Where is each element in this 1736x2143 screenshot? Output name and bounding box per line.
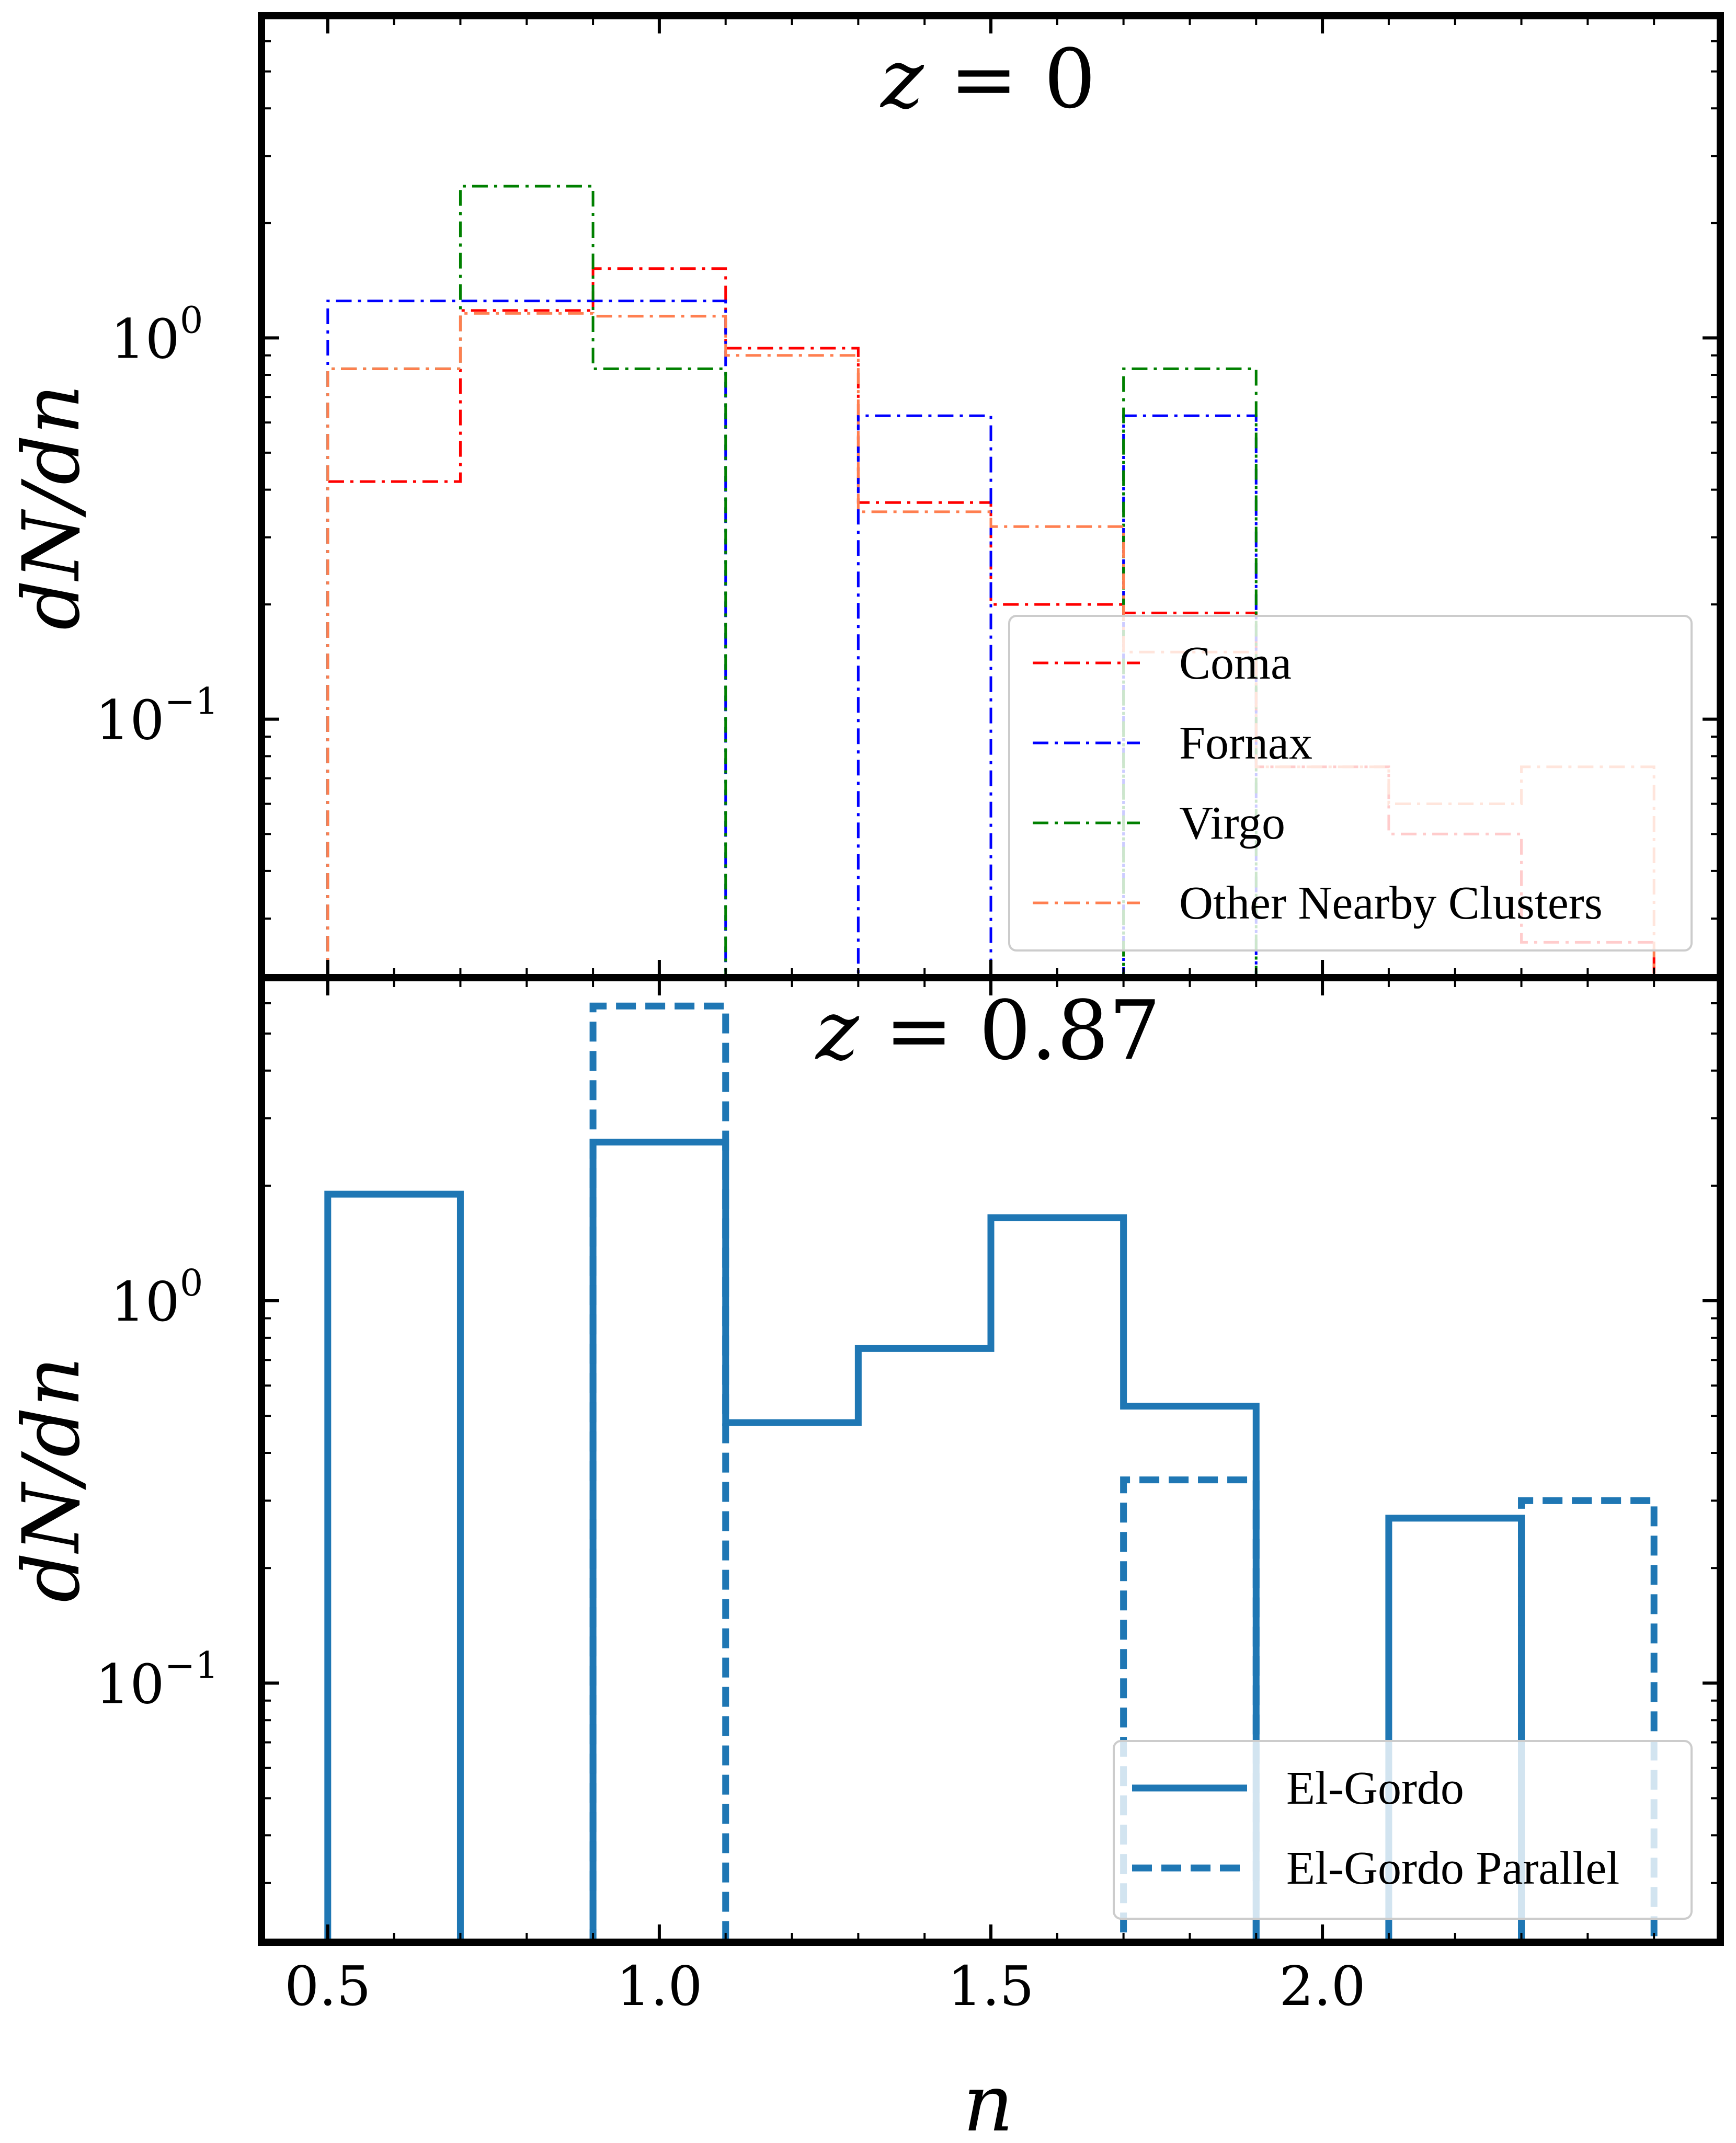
legend-label: Fornax (1179, 717, 1312, 769)
legend-label: El-Gordo Parallel (1286, 1842, 1619, 1894)
panel-title-z0: z = 0 (880, 31, 1095, 127)
series-other-nearby-clusters (326, 312, 1655, 978)
y-axis-title: dN/dn (6, 384, 97, 630)
legend-box (1008, 615, 1693, 952)
legend: El-Gordo El-Gordo Parallel (1113, 1740, 1693, 1920)
x-tick-label: 1.5 (947, 1954, 1034, 2018)
x-tick-label: 2.0 (1279, 1954, 1365, 2018)
y-axis-title: dN/dn (6, 1357, 97, 1602)
y-axis-title-text: dN/dn (6, 384, 97, 630)
x-tick-label: 1.0 (616, 1954, 702, 2018)
y-tick-label: 100 (111, 1262, 203, 1334)
legend-label: Other Nearby Clusters (1179, 877, 1603, 929)
x-axis-title: n (963, 2058, 1014, 2143)
panel-title-z087: z = 0.87 (815, 983, 1160, 1078)
legend-label: El-Gordo (1286, 1762, 1464, 1814)
series-el-gordo (324, 1139, 1525, 1942)
y-axis-title-text: dN/dn (6, 1357, 97, 1602)
panel-z087: z = 0.87 dN/dn 10−1 100 El-Gordo El-Gordo P… (6, 974, 1724, 1946)
y-tick-label: 10−1 (95, 1644, 219, 1716)
y-tick-label: 100 (111, 299, 203, 371)
legend: Coma Fornax Virgo Other Nearby Clusters (1008, 615, 1693, 952)
legend-label: Coma (1179, 637, 1292, 689)
y-tick-label: 10−1 (95, 680, 219, 752)
legend-label: Virgo (1179, 797, 1285, 849)
legend-box (1113, 1740, 1693, 1920)
x-tick-label: 0.5 (284, 1954, 371, 2018)
series-fornax (326, 300, 1258, 978)
axes-frame (258, 974, 1724, 1946)
panel-z0: z = 0 dN/dn 10−1 100 Coma Fornax Virgo Other … (6, 12, 1724, 981)
